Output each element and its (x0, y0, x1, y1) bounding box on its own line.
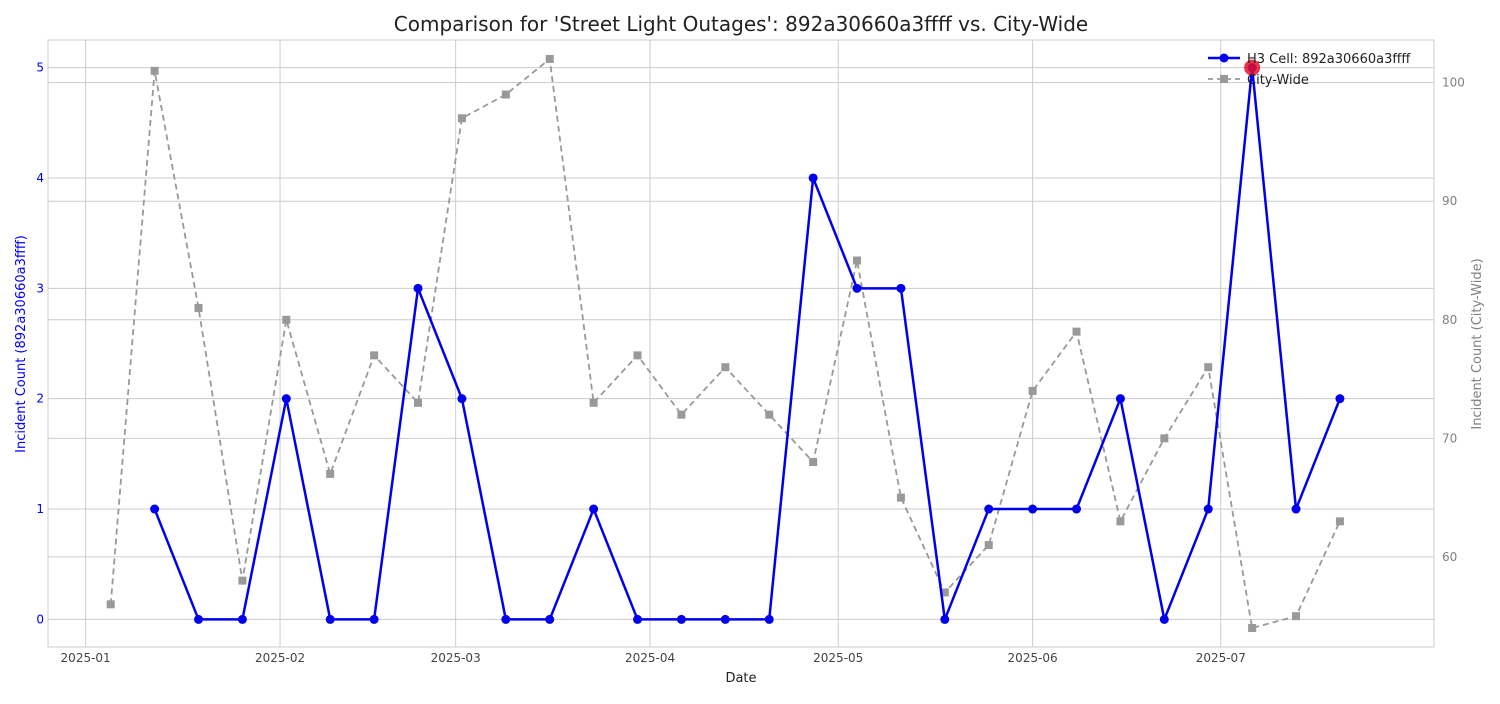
cell-point (940, 614, 950, 624)
city-wide-point (326, 469, 335, 478)
city-wide-point (370, 351, 379, 360)
city-wide-point (809, 458, 818, 467)
axis-layer: 2025-01 2025-02 2025-03 2025-04 2025-05 2025-… (36, 61, 1465, 665)
highlight-marker (1244, 59, 1261, 76)
cell-point (194, 614, 204, 624)
city-wide-point (1028, 386, 1037, 395)
cell-point (589, 504, 599, 514)
city-wide-point (194, 303, 203, 312)
cell-point (1291, 504, 1301, 514)
city-wide-point (106, 600, 115, 609)
cell-point (150, 504, 160, 514)
cell-point (852, 283, 862, 293)
legend: H3 Cell: 892a30660a3ffff City-Wide (1208, 52, 1411, 88)
grid-layer (48, 40, 1434, 647)
cell-point (1335, 394, 1345, 404)
x-tick-label: 2025-05 (813, 651, 863, 665)
y-tick-label-right: 90 (1442, 194, 1457, 208)
city-wide-point (1335, 517, 1344, 526)
cell-point (237, 614, 247, 624)
cell-point (808, 173, 818, 183)
cell-point (633, 614, 643, 624)
y-tick-label-right: 70 (1442, 431, 1457, 445)
city-wide-point (765, 410, 774, 419)
x-tick-label: 2025-04 (625, 651, 675, 665)
city-wide-point (1160, 434, 1169, 443)
y-tick-label-right: 60 (1442, 550, 1457, 564)
city-wide-point (282, 315, 291, 324)
city-wide-point (984, 541, 993, 550)
y-tick-label-left: 3 (36, 281, 44, 295)
city-wide-point (1072, 327, 1081, 336)
city-wide-point (1116, 517, 1125, 526)
city-wide-point (633, 351, 642, 360)
chart-title: Comparison for 'Street Light Outages': 8… (394, 12, 1088, 36)
city-wide-point (1204, 363, 1213, 372)
cell-point (720, 614, 730, 624)
city-wide-point (940, 588, 949, 597)
y-tick-label-left: 4 (36, 171, 44, 185)
cell-point (325, 614, 335, 624)
x-tick-label: 2025-01 (61, 651, 111, 665)
cell-point (1159, 614, 1169, 624)
cell-point (281, 394, 291, 404)
legend-cell-label: H3 Cell: 892a30660a3ffff (1247, 52, 1411, 67)
x-tick-label: 2025-06 (1008, 651, 1058, 665)
cell-line (153, 66, 1342, 621)
x-tick-label: 2025-07 (1196, 651, 1246, 665)
x-axis-label: Date (725, 671, 756, 686)
y-tick-label-left: 0 (36, 612, 44, 626)
cell-point (413, 283, 423, 293)
cell-point (676, 614, 686, 624)
cell-point (896, 283, 906, 293)
x-tick-label: 2025-02 (255, 651, 305, 665)
y-tick-label-left: 2 (36, 392, 44, 406)
cell-point (764, 614, 774, 624)
y-tick-label-left: 5 (36, 61, 44, 75)
legend-city-marker (1220, 75, 1228, 83)
cell-point (1115, 394, 1125, 404)
legend-city-label: City-Wide (1247, 73, 1309, 88)
cell-point (984, 504, 994, 514)
city-wide-point (501, 90, 510, 99)
city-wide-point (853, 256, 862, 265)
plot-area (47, 39, 1435, 648)
city-wide-point (545, 54, 554, 63)
y-tick-label-left: 1 (36, 502, 44, 516)
y-axis-label-left: Incident Count (892a30660a3ffff) (14, 235, 29, 453)
cell-point (1072, 504, 1082, 514)
city-wide-point (150, 66, 159, 75)
x-tick-label: 2025-03 (431, 651, 481, 665)
city-wide-point (1248, 624, 1257, 633)
city-wide-point (457, 114, 466, 123)
y-tick-label-right: 100 (1442, 76, 1465, 90)
cell-point (545, 614, 555, 624)
city-wide-point (721, 363, 730, 372)
legend-cell-marker (1219, 53, 1229, 63)
cell-point (1203, 504, 1213, 514)
cell-point (501, 614, 511, 624)
cell-point (457, 394, 467, 404)
y-tick-label-right: 80 (1442, 313, 1457, 327)
city-wide-point (1292, 612, 1301, 621)
city-wide-point (414, 398, 423, 407)
cell-point (369, 614, 379, 624)
series-layer (106, 54, 1345, 633)
city-wide-point (677, 410, 686, 419)
city-wide-point (238, 576, 247, 585)
cell-point (1028, 504, 1038, 514)
city-wide-point (589, 398, 598, 407)
y-axis-label-right: Incident Count (City-Wide) (1470, 258, 1485, 429)
city-wide-point (896, 493, 905, 502)
